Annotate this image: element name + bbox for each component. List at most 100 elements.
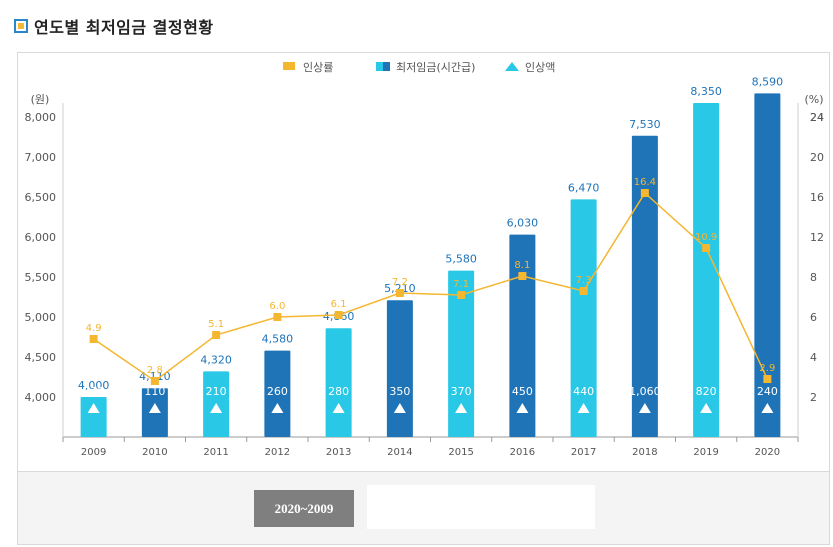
wage-value-label: 5,580 (445, 253, 477, 266)
y-left-tick-label: 7,000 (25, 151, 57, 164)
legend-wage-icon-dark (383, 62, 390, 71)
rate-marker (89, 335, 98, 343)
x-tick-label: 2009 (81, 447, 106, 458)
page-heading: 연도별 최저임금 결정현황 (14, 14, 214, 38)
x-tick-label: 2011 (203, 447, 228, 458)
rate-value-label: 7.1 (453, 279, 469, 290)
increase-amount-label: 240 (757, 385, 778, 398)
x-tick-label: 2020 (755, 447, 780, 458)
x-tick-label: 2019 (693, 447, 718, 458)
y-right-tick-label: 12 (810, 231, 824, 244)
rate-value-label: 4.9 (86, 323, 102, 334)
wage-bar (325, 328, 352, 437)
increase-triangle-marker (332, 403, 345, 413)
y-right-tick-label: 6 (810, 311, 817, 324)
increase-amount-label: 450 (512, 385, 533, 398)
rate-marker (579, 287, 588, 295)
heading-bullet-icon (14, 19, 28, 33)
period-select-button[interactable]: 2020~2009 (254, 490, 354, 527)
increase-triangle-marker (87, 403, 100, 413)
increase-amount-label: 280 (328, 385, 349, 398)
y-right-tick-label: 16 (810, 191, 824, 204)
x-tick-label: 2010 (142, 447, 167, 458)
rate-value-label: 8.1 (514, 260, 530, 271)
rate-value-label: 7.3 (576, 275, 592, 286)
legend-label: 인상률 (303, 61, 333, 74)
increase-triangle-marker (577, 403, 590, 413)
rate-marker (395, 289, 404, 297)
x-tick-label: 2016 (510, 447, 535, 458)
rate-marker (212, 331, 221, 339)
rate-value-label: 16.4 (634, 177, 656, 188)
page-title: 연도별 최저임금 결정현황 (34, 18, 214, 37)
wage-bar (631, 135, 658, 438)
y-left-tick-label: 5,500 (25, 271, 57, 284)
legend-wage-icon-light (376, 62, 383, 71)
wage-bar (693, 103, 720, 437)
y-right-tick-label: 2 (810, 391, 817, 404)
legend-label: 인상액 (525, 61, 555, 74)
wage-value-label: 4,580 (262, 333, 294, 346)
rate-marker (273, 313, 282, 321)
wage-value-label: 8,350 (690, 85, 722, 98)
wage-bar (80, 397, 107, 437)
increase-triangle-marker (455, 403, 468, 413)
increase-triangle-marker (148, 403, 161, 413)
legend-label: 최저임금(시간급) (396, 61, 475, 74)
wage-bar (448, 270, 475, 437)
wage-value-label: 5,210 (384, 282, 416, 295)
increase-triangle-marker (516, 403, 529, 413)
increase-triangle-marker (700, 403, 713, 413)
x-tick-label: 2012 (265, 447, 290, 458)
wage-value-label: 4,000 (78, 379, 110, 392)
y-left-tick-label: 6,000 (25, 231, 57, 244)
wage-bar (386, 300, 413, 437)
wage-value-label: 6,470 (568, 181, 600, 194)
y-right-tick-label: 4 (810, 351, 817, 364)
y-left-unit-label: (원) (31, 93, 50, 106)
increase-amount-label: 210 (206, 385, 227, 398)
x-tick-label: 2013 (326, 447, 351, 458)
increase-amount-label: 820 (696, 385, 717, 398)
rate-marker (640, 189, 649, 197)
increase-triangle-marker (638, 403, 651, 413)
y-left-tick-label: 5,000 (25, 311, 57, 324)
wage-value-label: 4,110 (139, 370, 171, 383)
increase-amount-label: 370 (451, 385, 472, 398)
increase-amount-label: 260 (267, 385, 288, 398)
legend-increase-icon (505, 62, 519, 71)
x-tick-label: 2017 (571, 447, 596, 458)
rate-marker (702, 244, 711, 252)
wage-bar (264, 350, 291, 437)
chart-panel: (원) (%) 4,000 4,500 5,000 5,500 6,000 6,500 7,00… (17, 52, 830, 472)
x-tick-label: 2018 (632, 447, 657, 458)
y-right-tick-label: 8 (810, 271, 817, 284)
rate-marker (334, 311, 343, 319)
legend-rate-icon (283, 62, 295, 70)
increase-triangle-marker (761, 403, 774, 413)
wage-value-label: 6,030 (507, 217, 539, 230)
y-left-tick-label: 4,500 (25, 351, 57, 364)
y-right-tick-label: 24 (810, 111, 824, 124)
wage-value-label: 4,320 (200, 353, 232, 366)
rate-line (93, 191, 769, 382)
rate-value-label: 2.8 (147, 365, 163, 376)
increase-triangle-marker (393, 403, 406, 413)
rate-value-label: 10.9 (695, 232, 717, 243)
rate-value-label: 5.1 (208, 319, 224, 330)
y-left-tick-label: 6,500 (25, 191, 57, 204)
rate-value-label: 6.1 (331, 299, 347, 310)
wage-bar (570, 199, 597, 437)
y-left-tick-label: 4,000 (25, 391, 57, 404)
increase-amount-label: 110 (144, 385, 165, 398)
x-tick-label: 2015 (448, 447, 473, 458)
wage-value-label: 7,530 (629, 118, 661, 131)
rate-marker (150, 377, 159, 385)
increase-amount-label: 230 (83, 385, 104, 398)
period-input[interactable] (367, 485, 595, 529)
wage-bar (754, 93, 781, 438)
x-tick-label: 2014 (387, 447, 412, 458)
increase-amount-label: 1,060 (629, 385, 661, 398)
increase-triangle-marker (271, 403, 284, 413)
y-right-tick-label: 24 (810, 111, 824, 124)
